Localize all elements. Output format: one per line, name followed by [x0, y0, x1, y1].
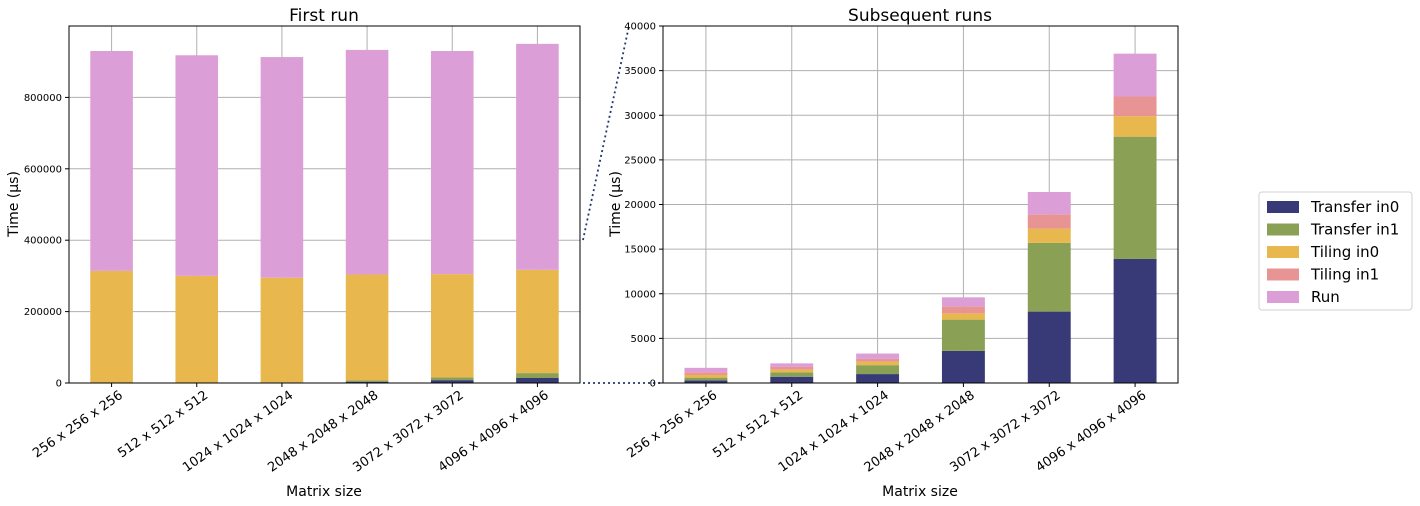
first-run-panel: 0 200000 400000 600000 800000 256 x 256 x 25…	[6, 6, 581, 500]
legend-swatch	[1267, 291, 1299, 303]
y-tick-label: 15000	[624, 245, 656, 256]
zoom-connector-top	[582, 25, 630, 241]
bar-segment	[516, 378, 559, 383]
bar-segment	[856, 353, 900, 359]
bar-segment	[941, 313, 985, 320]
bar-segment	[770, 376, 814, 383]
y-tick-label: 10000	[624, 289, 656, 300]
bar-segment	[1027, 311, 1071, 383]
bar-segment	[856, 358, 900, 362]
bar-segment	[856, 361, 900, 366]
y-tick-label: 35000	[624, 66, 656, 77]
bar-segment	[770, 369, 814, 373]
bar-segment	[345, 380, 389, 382]
bar-segment	[430, 274, 474, 378]
bar-segment	[430, 50, 474, 275]
subsequent-runs-grid	[663, 25, 1178, 384]
bar-segment	[770, 372, 814, 377]
bar-segment	[1027, 214, 1071, 229]
y-tick-label: 30000	[624, 111, 656, 122]
subsequent-runs-y-ticks: 0 5000 10000 15000 20000 25000 30000 35000 40000	[624, 22, 663, 390]
y-tick-label: 40000	[624, 22, 656, 33]
bar-segment	[516, 269, 559, 374]
subsequent-runs-bars	[684, 53, 1157, 383]
legend-swatch	[1267, 223, 1299, 236]
y-tick-label: 5000	[631, 334, 656, 345]
bar-segment	[684, 372, 728, 375]
x-tick-label: 256 x 256 x 256	[30, 388, 126, 461]
bar-segment	[941, 319, 985, 351]
bar-segment	[345, 381, 389, 383]
y-tick-label: 200000	[24, 307, 62, 318]
legend-swatch	[1267, 246, 1299, 258]
bar-segment	[1113, 53, 1157, 97]
bar-segment	[856, 365, 900, 375]
first-run-x-axis-label: Matrix size	[286, 484, 362, 500]
bar-segment	[260, 57, 304, 278]
first-run-y-axis-label: Time (µs)	[6, 171, 22, 238]
bar-segment	[345, 49, 389, 275]
legend-label: Run	[1311, 288, 1340, 306]
bar-segment	[430, 377, 474, 381]
bar-segment	[90, 50, 133, 271]
bar-segment	[1113, 116, 1157, 137]
bar-segment	[430, 380, 474, 383]
bar-segment	[90, 270, 133, 383]
legend-swatch	[1267, 268, 1299, 281]
bar-segment	[684, 367, 728, 373]
legend-label: Tiling in0	[1310, 243, 1379, 261]
bar-segment	[1027, 242, 1071, 312]
bar-segment	[175, 55, 219, 276]
legend-swatch	[1267, 201, 1299, 213]
subsequent-runs-x-axis-label: Matrix size	[882, 484, 958, 500]
first-run-plot-frame	[68, 25, 581, 384]
first-run-title: First run	[289, 6, 359, 26]
bar-segment	[941, 297, 985, 307]
bar-segment	[1027, 228, 1071, 243]
bar-segment	[856, 374, 900, 383]
first-run-y-ticks: 0 200000 400000 600000 800000	[24, 93, 69, 390]
bar-segment	[516, 43, 559, 270]
x-tick-label: 512 x 512 x 512	[115, 388, 211, 461]
bar-segment	[1027, 192, 1071, 215]
subsequent-runs-title: Subsequent runs	[848, 6, 992, 26]
y-tick-label: 800000	[24, 93, 62, 104]
y-tick-label: 25000	[624, 155, 656, 166]
bar-segment	[175, 275, 219, 383]
x-tick-label: 256 x 256 x 256	[624, 388, 720, 461]
bar-segment	[260, 277, 304, 383]
bar-segment	[1113, 136, 1157, 259]
legend-label: Transfer in0	[1310, 198, 1399, 216]
subsequent-runs-y-axis-label: Time (µs)	[608, 171, 624, 238]
y-tick-label: 20000	[624, 200, 656, 211]
bar-segment	[941, 350, 985, 383]
bar-segment	[684, 380, 728, 383]
first-run-bars	[90, 43, 559, 383]
legend-label: Transfer in1	[1310, 221, 1399, 239]
legend-label: Tiling in1	[1310, 266, 1379, 284]
first-run-grid	[69, 26, 580, 384]
legend: Transfer in0 Transfer in1 Tiling in0 Tiling…	[1258, 191, 1413, 311]
y-tick-label: 0	[650, 379, 656, 390]
y-tick-label: 600000	[24, 164, 62, 175]
bar-segment	[1113, 96, 1157, 117]
bar-segment	[770, 363, 814, 367]
y-tick-label: 400000	[24, 236, 62, 247]
bar-segment	[684, 377, 728, 381]
bar-segment	[684, 374, 728, 378]
bar-segment	[345, 274, 389, 381]
y-tick-label: 0	[56, 379, 62, 390]
bar-segment	[516, 373, 559, 379]
subsequent-runs-panel: 0 5000 10000 15000 20000 25000 30000 35000 40000…	[608, 6, 1179, 500]
bar-segment	[1113, 258, 1157, 383]
bar-segment	[941, 306, 985, 314]
bar-segment	[770, 366, 814, 370]
x-tick-label: 512 x 512 x 512	[710, 388, 806, 461]
